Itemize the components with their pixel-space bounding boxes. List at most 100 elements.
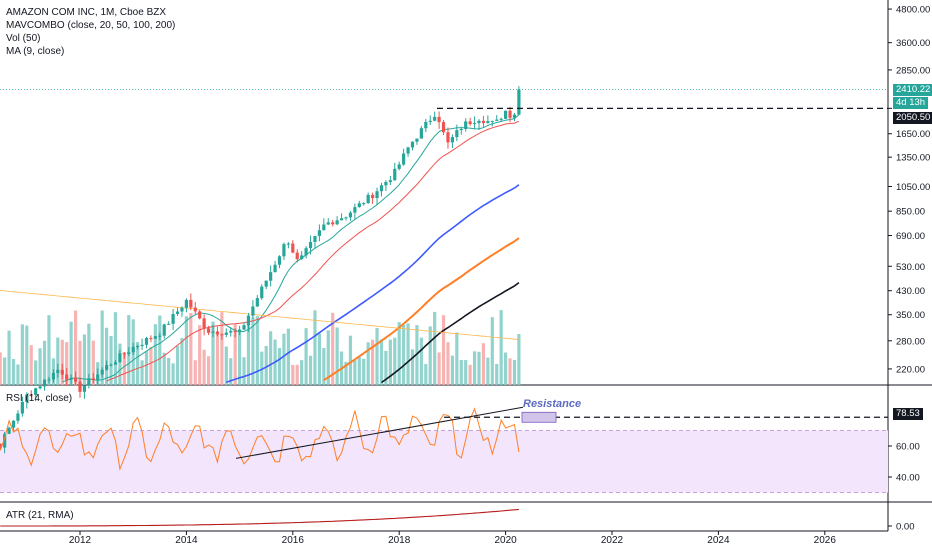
candle-body [51,372,55,380]
volume-bar [397,322,401,385]
candle-body [233,330,237,332]
volume-bar [60,339,64,385]
candle-body [495,119,499,121]
volume-bar [348,335,353,385]
volume-legend[interactable]: Vol (50) [6,33,41,44]
candle-body [472,123,477,125]
volume-bar [446,342,450,385]
rsi-legend-label: RSI (14, close) [6,393,73,404]
candle-body [184,299,188,308]
candle-body [486,121,490,124]
candle-body [424,121,428,129]
price-axis-label: 850.00 [896,207,925,218]
volume-bar [162,352,166,385]
volume-bar [251,317,255,385]
candle-body [446,132,450,143]
volume-bar [308,355,313,385]
volume-bar [3,357,7,385]
candle-body [144,338,149,345]
volume-bar [229,358,233,385]
candle-body [3,433,7,448]
candle-body [508,110,512,118]
countdown-tag: 4d 13h [893,97,929,109]
candle-body [0,443,2,448]
candle-body [419,128,423,139]
candle-body [42,379,47,387]
candle-body [38,386,42,389]
level-price-tag: 2050.50 [893,112,932,124]
volume-bar [113,312,118,385]
candle-body [29,394,33,396]
price-axis-label: 220.00 [896,364,925,375]
atr-legend[interactable]: ATR (21, RMA) [6,509,74,522]
candle-body [175,311,180,314]
volume-bar [512,359,517,385]
rsi-line [0,407,520,471]
mavcombo-legend[interactable]: MAVCOMBO (close, 20, 50, 100, 200) [6,20,176,31]
volume-bar [402,324,406,385]
rsi-legend[interactable]: RSI (14, close) [6,392,72,405]
atr-legend-label: ATR (21, RMA) [6,510,74,521]
candle-body [371,194,375,199]
volume-bar [464,360,468,385]
price-axis-label: 1050.00 [896,182,930,193]
resistance-box [521,411,557,423]
volume-bar [286,328,290,385]
volume-bar [468,364,472,385]
candle-body [69,377,73,380]
volume-bar [220,312,224,385]
volume-bar [357,357,361,385]
volume-bar [366,342,370,385]
volume-bar [136,342,140,385]
candle-body [122,353,126,355]
candle-body [313,235,317,242]
volume-bar [277,348,282,385]
volume-bar [233,324,237,385]
rsi-trendline [235,406,524,459]
candle-body [450,137,454,143]
candle-body [433,116,437,121]
candle-body [193,307,197,312]
volume-ma-line [0,290,519,340]
volume-bar [238,331,242,385]
candle-body [238,329,242,332]
candle-body [464,121,468,129]
candle-body [269,272,273,281]
candle-body [406,147,410,154]
volume-bar [180,337,184,385]
candle-body [202,318,206,329]
candle-body [167,323,171,325]
volume-bar [69,321,73,385]
ma-legend[interactable]: MA (9, close) [6,46,65,57]
candle-body [215,331,220,335]
candle-body [504,110,508,119]
volume-bar [344,361,348,385]
volume-bar [481,343,486,385]
candle-body [455,130,459,138]
candle-body [459,128,463,131]
candle-body [153,336,157,339]
volume-bar [313,310,317,385]
volume-bar [264,345,268,385]
volume-bar [375,328,379,385]
volume-bar [224,346,228,385]
candle-body [490,120,494,122]
candle-body [428,120,432,122]
candle-body [366,194,370,204]
volume-bar [11,359,16,385]
candle-body [56,369,60,373]
atr-axis-label: 0.00 [896,522,915,533]
volume-bar [149,346,153,385]
volume-bar [335,327,339,385]
volume-bar [504,352,508,385]
candle-body [158,335,162,337]
volume-bar [158,315,162,385]
candle-body [277,256,282,265]
volume-bar [260,351,264,385]
volume-bar [122,352,126,385]
symbol-title[interactable]: AMAZON COM INC, 1M, Cboe BZX [6,7,167,18]
candle-body [25,394,29,402]
volume-bar [499,310,503,385]
date-axis-label: 2018 [388,535,411,546]
